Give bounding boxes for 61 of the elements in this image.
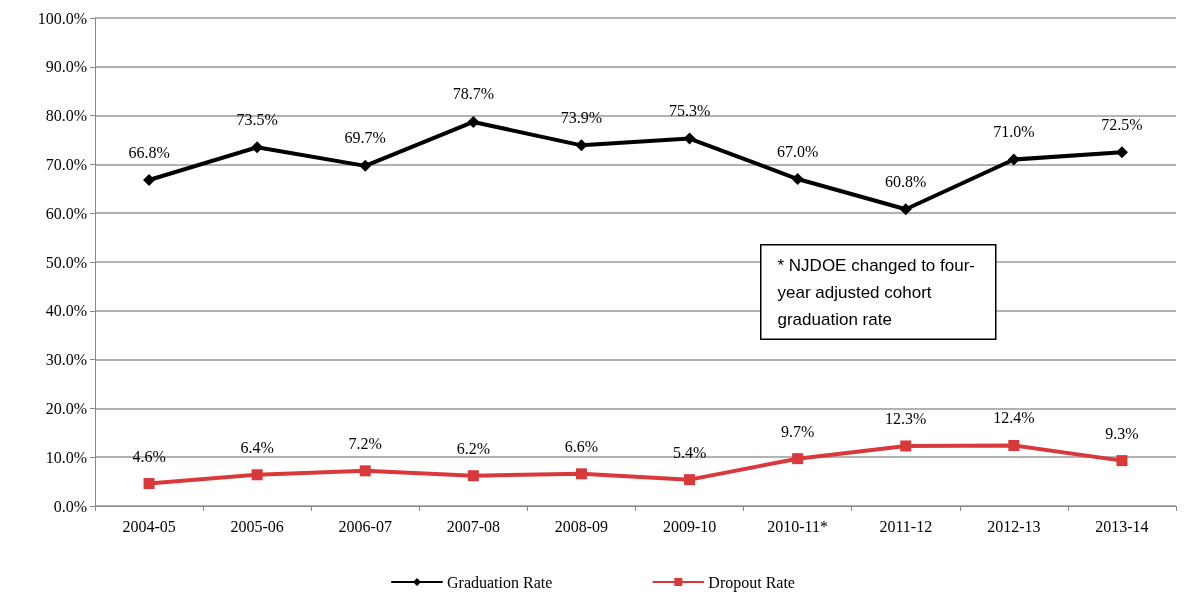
point bbox=[575, 468, 587, 480]
x-tick-label: 2009-10 bbox=[662, 517, 717, 535]
point bbox=[900, 440, 912, 452]
y-tick-label: 60.0% bbox=[45, 204, 87, 222]
data-label: 6.2% bbox=[456, 439, 491, 457]
data-label: 73.5% bbox=[236, 110, 278, 128]
data-label: 5.4% bbox=[672, 443, 707, 461]
x-tick-label: 2013-14 bbox=[1095, 517, 1149, 535]
y-tick-label: 40.0% bbox=[45, 302, 87, 320]
point bbox=[251, 469, 263, 481]
point bbox=[143, 174, 156, 187]
x-tick-label: 2012-13 bbox=[987, 517, 1041, 535]
x-tick-label: 2008-09 bbox=[554, 517, 609, 535]
data-label: 6.6% bbox=[564, 437, 599, 455]
data-label: 12.4% bbox=[993, 409, 1035, 427]
point bbox=[467, 470, 479, 482]
data-label: 73.9% bbox=[560, 108, 603, 126]
x-tick-label: 2010-11* bbox=[767, 517, 829, 535]
data-label: 66.8% bbox=[128, 143, 170, 161]
data-label: 78.7% bbox=[452, 85, 495, 103]
point bbox=[791, 173, 804, 186]
data-label: 6.4% bbox=[240, 438, 274, 456]
x-tick-label: 2011-12 bbox=[879, 517, 933, 535]
data-label: 69.7% bbox=[344, 129, 386, 147]
point bbox=[359, 465, 371, 477]
data-label: 71.0% bbox=[993, 123, 1035, 141]
data-label: 4.6% bbox=[132, 447, 166, 465]
legend-label: Dropout Rate bbox=[708, 573, 795, 592]
x-tick-label: 2006-07 bbox=[338, 517, 392, 535]
legend-label: Graduation Rate bbox=[447, 573, 553, 591]
data-label: 9.7% bbox=[780, 422, 815, 440]
y-tick-label: 70.0% bbox=[45, 155, 87, 173]
data-label: 67.0% bbox=[776, 142, 819, 160]
y-tick-label: 80.0% bbox=[45, 107, 87, 125]
point bbox=[467, 115, 480, 128]
point bbox=[143, 478, 155, 490]
y-tick-label: 20.0% bbox=[45, 399, 87, 417]
x-tick-label: 2007-08 bbox=[446, 517, 501, 535]
data-label: 7.2% bbox=[348, 434, 382, 452]
y-tick-label: 30.0% bbox=[45, 351, 87, 369]
point bbox=[899, 203, 912, 216]
point bbox=[1008, 439, 1020, 451]
data-label: 60.8% bbox=[885, 172, 927, 190]
point bbox=[1116, 455, 1128, 467]
data-label: 72.5% bbox=[1101, 115, 1143, 133]
x-tick-label: 2005-06 bbox=[230, 517, 284, 535]
x-tick-label: 2004-05 bbox=[122, 517, 176, 535]
point bbox=[359, 159, 372, 172]
data-label: 12.3% bbox=[885, 409, 927, 427]
point bbox=[251, 141, 264, 154]
y-tick-label: 0.0% bbox=[53, 497, 87, 515]
annotation: * NJDOE changed to four- year adjusted cohort graduation rate bbox=[777, 255, 975, 329]
y-tick-label: 100.0% bbox=[37, 9, 87, 27]
y-tick-label: 90.0% bbox=[45, 58, 87, 76]
y-tick-label: 50.0% bbox=[45, 253, 87, 271]
y-tick-label: 10.0% bbox=[45, 448, 87, 466]
point bbox=[792, 453, 804, 465]
point bbox=[1007, 153, 1020, 166]
data-label: 75.3% bbox=[668, 102, 711, 120]
point bbox=[684, 474, 696, 486]
data-label: 9.3% bbox=[1105, 424, 1139, 442]
